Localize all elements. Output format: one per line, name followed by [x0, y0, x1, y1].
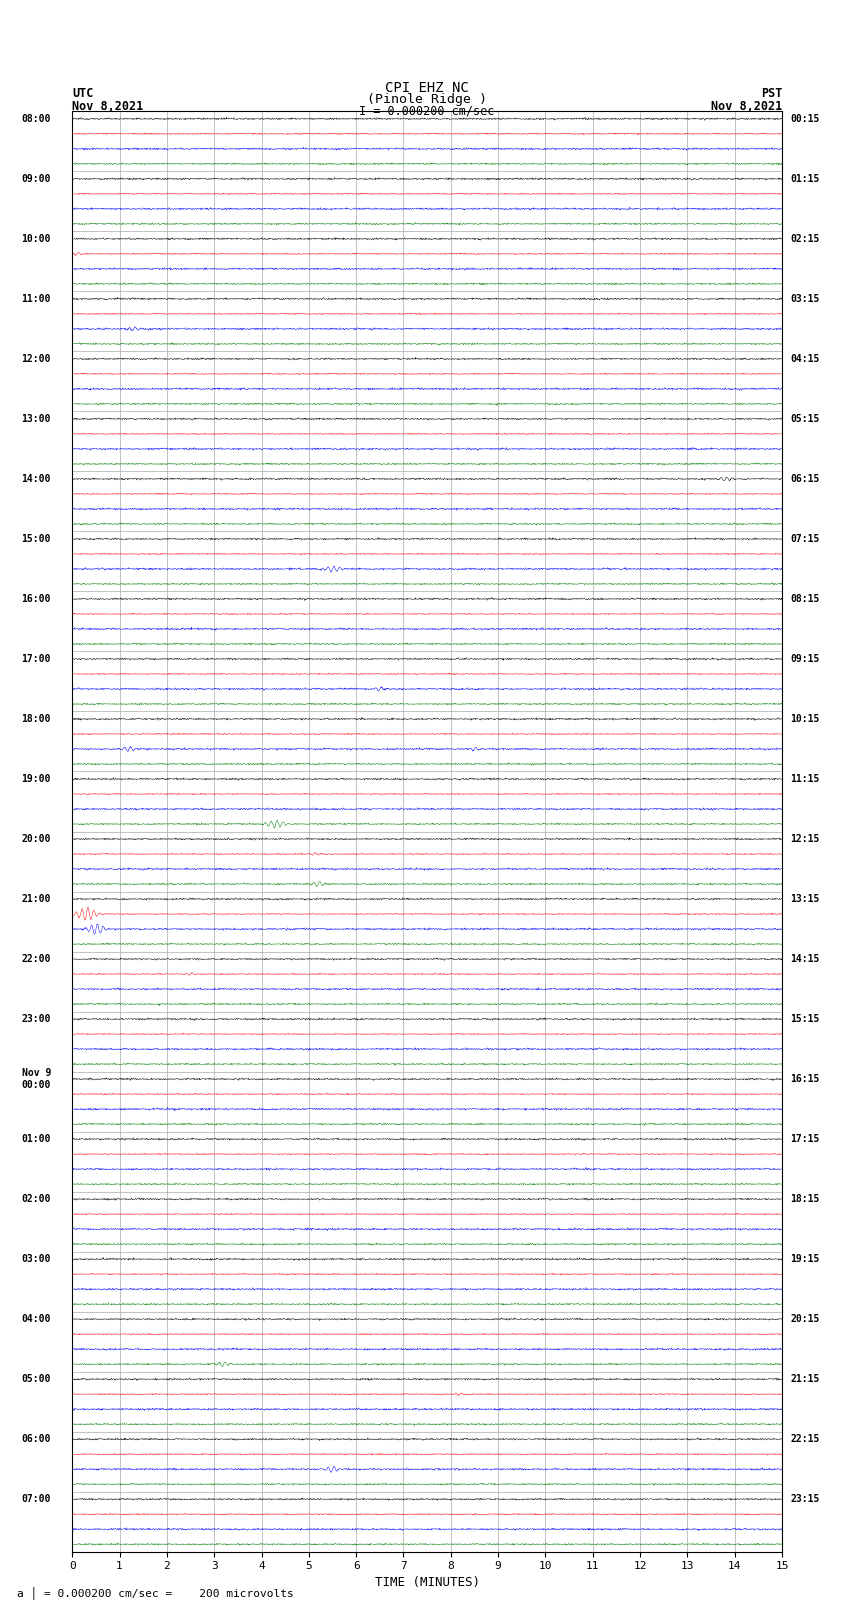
Text: 08:00: 08:00 — [21, 115, 51, 124]
Text: 13:00: 13:00 — [21, 415, 51, 424]
Text: 02:15: 02:15 — [790, 234, 820, 244]
Text: 01:00: 01:00 — [21, 1134, 51, 1144]
Text: 18:00: 18:00 — [21, 715, 51, 724]
Text: 17:00: 17:00 — [21, 653, 51, 665]
Text: 16:15: 16:15 — [790, 1074, 820, 1084]
Text: Nov 8,2021: Nov 8,2021 — [711, 100, 782, 113]
Text: 05:15: 05:15 — [790, 415, 820, 424]
Text: 12:15: 12:15 — [790, 834, 820, 844]
Text: 21:15: 21:15 — [790, 1374, 820, 1384]
Text: 11:15: 11:15 — [790, 774, 820, 784]
Text: 09:00: 09:00 — [21, 174, 51, 184]
Text: 22:15: 22:15 — [790, 1434, 820, 1444]
Text: 01:15: 01:15 — [790, 174, 820, 184]
Text: 03:00: 03:00 — [21, 1255, 51, 1265]
Text: 18:15: 18:15 — [790, 1194, 820, 1205]
Text: UTC: UTC — [72, 87, 94, 100]
Text: I = 0.000200 cm/sec: I = 0.000200 cm/sec — [359, 105, 495, 118]
Text: Nov 8,2021: Nov 8,2021 — [72, 100, 144, 113]
Text: 21:00: 21:00 — [21, 894, 51, 903]
Text: 17:15: 17:15 — [790, 1134, 820, 1144]
Text: 13:15: 13:15 — [790, 894, 820, 903]
Text: 22:00: 22:00 — [21, 953, 51, 965]
Text: 10:00: 10:00 — [21, 234, 51, 244]
Text: 09:15: 09:15 — [790, 653, 820, 665]
Text: 10:15: 10:15 — [790, 715, 820, 724]
Text: 16:00: 16:00 — [21, 594, 51, 603]
Text: 07:15: 07:15 — [790, 534, 820, 544]
Text: 04:00: 04:00 — [21, 1315, 51, 1324]
Text: Nov 9
00:00: Nov 9 00:00 — [21, 1068, 51, 1090]
Text: 08:15: 08:15 — [790, 594, 820, 603]
Text: 23:15: 23:15 — [790, 1494, 820, 1505]
Text: 06:15: 06:15 — [790, 474, 820, 484]
Text: 23:00: 23:00 — [21, 1015, 51, 1024]
Text: 07:00: 07:00 — [21, 1494, 51, 1505]
Text: 14:15: 14:15 — [790, 953, 820, 965]
Text: 03:15: 03:15 — [790, 294, 820, 303]
Text: PST: PST — [761, 87, 782, 100]
Text: 19:00: 19:00 — [21, 774, 51, 784]
Text: 14:00: 14:00 — [21, 474, 51, 484]
Text: (Pinole Ridge ): (Pinole Ridge ) — [366, 94, 487, 106]
Text: 15:15: 15:15 — [790, 1015, 820, 1024]
Text: 19:15: 19:15 — [790, 1255, 820, 1265]
Text: 02:00: 02:00 — [21, 1194, 51, 1205]
Text: 04:15: 04:15 — [790, 353, 820, 365]
Text: 15:00: 15:00 — [21, 534, 51, 544]
Text: a │ = 0.000200 cm/sec =    200 microvolts: a │ = 0.000200 cm/sec = 200 microvolts — [17, 1587, 294, 1600]
Text: 20:15: 20:15 — [790, 1315, 820, 1324]
Text: 00:15: 00:15 — [790, 115, 820, 124]
Text: 20:00: 20:00 — [21, 834, 51, 844]
X-axis label: TIME (MINUTES): TIME (MINUTES) — [375, 1576, 479, 1589]
Text: 06:00: 06:00 — [21, 1434, 51, 1444]
Text: 12:00: 12:00 — [21, 353, 51, 365]
Text: 05:00: 05:00 — [21, 1374, 51, 1384]
Text: 11:00: 11:00 — [21, 294, 51, 303]
Text: CPI EHZ NC: CPI EHZ NC — [385, 81, 468, 95]
